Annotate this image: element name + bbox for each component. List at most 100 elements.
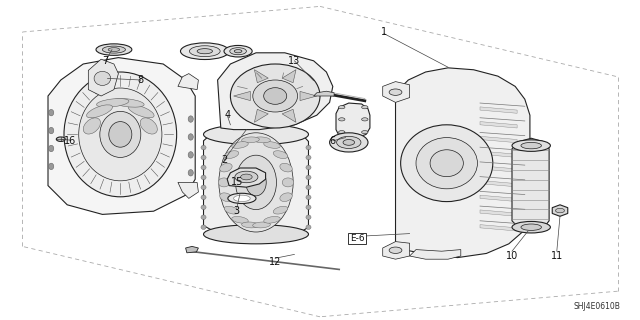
Polygon shape xyxy=(178,74,198,90)
Ellipse shape xyxy=(306,205,311,210)
Ellipse shape xyxy=(96,44,132,55)
Ellipse shape xyxy=(241,222,259,228)
Ellipse shape xyxy=(234,195,250,202)
Ellipse shape xyxy=(49,145,54,152)
Ellipse shape xyxy=(337,136,361,148)
Ellipse shape xyxy=(416,138,477,189)
Ellipse shape xyxy=(49,109,54,116)
Text: 4: 4 xyxy=(224,110,230,120)
Ellipse shape xyxy=(306,145,311,150)
Ellipse shape xyxy=(201,215,206,220)
Circle shape xyxy=(389,89,402,95)
Ellipse shape xyxy=(201,155,206,160)
Ellipse shape xyxy=(97,99,129,107)
Circle shape xyxy=(362,106,368,109)
Text: 8: 8 xyxy=(138,75,144,85)
Ellipse shape xyxy=(108,48,120,52)
Text: E-6: E-6 xyxy=(350,234,364,243)
Ellipse shape xyxy=(189,46,220,57)
Polygon shape xyxy=(410,250,461,259)
Polygon shape xyxy=(300,92,317,100)
Ellipse shape xyxy=(280,163,292,172)
Ellipse shape xyxy=(253,222,271,228)
Text: 3: 3 xyxy=(234,206,240,216)
Ellipse shape xyxy=(49,163,54,170)
Ellipse shape xyxy=(521,224,541,230)
Polygon shape xyxy=(480,210,517,216)
Polygon shape xyxy=(480,107,517,113)
Circle shape xyxy=(339,118,345,121)
Polygon shape xyxy=(480,195,517,202)
Circle shape xyxy=(556,208,564,213)
Ellipse shape xyxy=(197,49,212,54)
Polygon shape xyxy=(282,70,296,83)
Polygon shape xyxy=(383,82,410,102)
Ellipse shape xyxy=(94,71,111,85)
Ellipse shape xyxy=(180,43,229,60)
Ellipse shape xyxy=(235,171,258,183)
Ellipse shape xyxy=(512,140,550,151)
Ellipse shape xyxy=(232,216,248,223)
Polygon shape xyxy=(204,122,308,241)
Ellipse shape xyxy=(234,50,242,53)
Polygon shape xyxy=(218,53,333,130)
Polygon shape xyxy=(396,68,530,258)
Polygon shape xyxy=(314,91,334,96)
Ellipse shape xyxy=(201,195,206,200)
Ellipse shape xyxy=(241,174,252,180)
Ellipse shape xyxy=(220,163,232,172)
Ellipse shape xyxy=(219,133,293,232)
Polygon shape xyxy=(480,136,517,143)
Ellipse shape xyxy=(140,118,157,134)
Polygon shape xyxy=(383,242,410,259)
Text: 16: 16 xyxy=(64,136,77,146)
Polygon shape xyxy=(480,122,517,128)
Ellipse shape xyxy=(100,111,141,157)
Ellipse shape xyxy=(253,137,271,143)
Circle shape xyxy=(362,118,368,121)
Ellipse shape xyxy=(49,127,54,134)
Ellipse shape xyxy=(201,175,206,180)
Ellipse shape xyxy=(521,142,541,149)
Ellipse shape xyxy=(86,105,113,118)
Circle shape xyxy=(339,106,345,109)
Ellipse shape xyxy=(228,193,256,204)
Polygon shape xyxy=(186,246,198,253)
Ellipse shape xyxy=(306,225,311,229)
Ellipse shape xyxy=(188,170,193,176)
Text: SHJ4E0610B: SHJ4E0610B xyxy=(574,302,621,311)
Ellipse shape xyxy=(224,151,239,158)
Ellipse shape xyxy=(201,205,206,210)
Ellipse shape xyxy=(201,165,206,170)
Ellipse shape xyxy=(253,80,298,112)
Ellipse shape xyxy=(204,225,308,244)
Polygon shape xyxy=(552,205,568,216)
Ellipse shape xyxy=(306,175,311,180)
Ellipse shape xyxy=(218,178,230,187)
Ellipse shape xyxy=(236,155,276,210)
Polygon shape xyxy=(254,109,268,122)
Ellipse shape xyxy=(64,72,177,197)
Ellipse shape xyxy=(188,134,193,140)
Ellipse shape xyxy=(306,155,311,160)
Ellipse shape xyxy=(280,193,292,202)
Ellipse shape xyxy=(264,142,280,148)
Ellipse shape xyxy=(264,88,287,104)
Text: 12: 12 xyxy=(269,257,282,268)
Ellipse shape xyxy=(330,133,368,152)
Ellipse shape xyxy=(401,125,493,202)
Ellipse shape xyxy=(102,46,125,53)
Ellipse shape xyxy=(204,124,308,145)
Ellipse shape xyxy=(512,221,550,233)
Ellipse shape xyxy=(224,45,252,57)
Polygon shape xyxy=(512,138,549,231)
Ellipse shape xyxy=(241,137,259,143)
Ellipse shape xyxy=(306,195,311,200)
Circle shape xyxy=(389,247,402,253)
Ellipse shape xyxy=(79,88,162,181)
Ellipse shape xyxy=(306,185,311,190)
Ellipse shape xyxy=(232,142,248,148)
Ellipse shape xyxy=(201,185,206,190)
Ellipse shape xyxy=(188,116,193,122)
Text: 1: 1 xyxy=(381,27,387,37)
